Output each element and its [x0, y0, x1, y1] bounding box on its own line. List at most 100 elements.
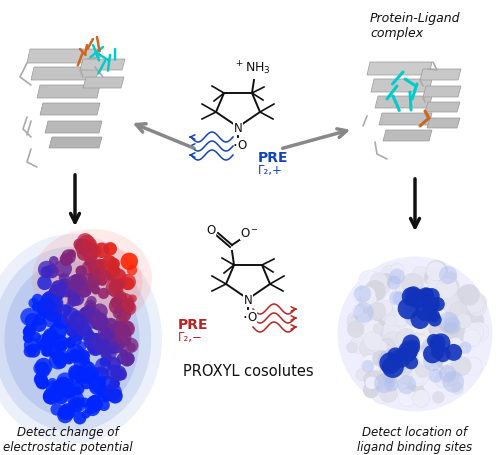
- Circle shape: [412, 389, 430, 407]
- Circle shape: [374, 288, 386, 300]
- Circle shape: [364, 370, 384, 390]
- Circle shape: [102, 346, 112, 355]
- Circle shape: [68, 365, 82, 379]
- Circle shape: [50, 404, 63, 416]
- Circle shape: [46, 297, 62, 312]
- Circle shape: [376, 342, 392, 357]
- Circle shape: [89, 376, 106, 393]
- Circle shape: [389, 291, 404, 306]
- Circle shape: [380, 273, 392, 285]
- Circle shape: [464, 357, 482, 375]
- Polygon shape: [371, 80, 432, 93]
- Circle shape: [31, 332, 41, 342]
- Circle shape: [360, 339, 380, 359]
- Polygon shape: [379, 114, 432, 126]
- Circle shape: [121, 337, 131, 347]
- Circle shape: [106, 365, 122, 381]
- Circle shape: [123, 338, 138, 353]
- Circle shape: [35, 358, 52, 375]
- Circle shape: [350, 337, 367, 354]
- Circle shape: [37, 276, 52, 290]
- Circle shape: [460, 306, 470, 316]
- Circle shape: [430, 293, 449, 311]
- Circle shape: [110, 297, 122, 308]
- Circle shape: [70, 274, 88, 292]
- Circle shape: [466, 294, 485, 313]
- Circle shape: [24, 345, 36, 358]
- Circle shape: [370, 333, 381, 344]
- Circle shape: [92, 286, 100, 295]
- Circle shape: [404, 295, 421, 312]
- Ellipse shape: [32, 229, 152, 329]
- Circle shape: [22, 326, 35, 338]
- Circle shape: [426, 262, 446, 281]
- Circle shape: [358, 293, 374, 309]
- Circle shape: [105, 267, 115, 277]
- Circle shape: [393, 292, 406, 306]
- Circle shape: [101, 345, 116, 361]
- Circle shape: [100, 328, 114, 342]
- Circle shape: [116, 353, 128, 364]
- Circle shape: [102, 321, 110, 329]
- Circle shape: [87, 319, 97, 329]
- Circle shape: [106, 281, 122, 296]
- Circle shape: [443, 294, 463, 314]
- Circle shape: [115, 278, 126, 289]
- Circle shape: [68, 280, 80, 292]
- Circle shape: [416, 300, 437, 322]
- Circle shape: [50, 322, 67, 340]
- Circle shape: [52, 381, 60, 390]
- Circle shape: [436, 356, 449, 369]
- Circle shape: [438, 312, 459, 333]
- Circle shape: [410, 310, 430, 329]
- Circle shape: [379, 339, 396, 355]
- Circle shape: [445, 344, 462, 361]
- Circle shape: [90, 265, 98, 274]
- Circle shape: [397, 369, 412, 384]
- Circle shape: [452, 356, 471, 376]
- Circle shape: [396, 345, 408, 358]
- Circle shape: [55, 352, 68, 365]
- Circle shape: [34, 362, 47, 375]
- Circle shape: [122, 301, 136, 316]
- Circle shape: [120, 349, 128, 358]
- Circle shape: [67, 391, 84, 408]
- Circle shape: [382, 322, 400, 340]
- Circle shape: [80, 244, 92, 256]
- Circle shape: [70, 314, 86, 331]
- Circle shape: [100, 338, 117, 355]
- Circle shape: [75, 239, 92, 256]
- Circle shape: [412, 267, 428, 283]
- Circle shape: [38, 299, 47, 308]
- Text: PROXYL cosolutes: PROXYL cosolutes: [182, 364, 314, 379]
- Circle shape: [54, 390, 68, 404]
- Polygon shape: [40, 104, 100, 116]
- Circle shape: [78, 235, 96, 253]
- Circle shape: [348, 321, 364, 338]
- Circle shape: [80, 398, 90, 407]
- Circle shape: [126, 343, 136, 352]
- Circle shape: [356, 313, 375, 333]
- Circle shape: [40, 303, 56, 319]
- Circle shape: [445, 310, 464, 328]
- Circle shape: [71, 274, 88, 291]
- Circle shape: [23, 333, 34, 343]
- Circle shape: [380, 384, 398, 403]
- Circle shape: [410, 276, 424, 290]
- Circle shape: [88, 272, 102, 286]
- Circle shape: [47, 378, 58, 389]
- Circle shape: [102, 337, 120, 354]
- Circle shape: [424, 269, 442, 287]
- Circle shape: [42, 345, 53, 356]
- Circle shape: [84, 300, 96, 312]
- Circle shape: [36, 364, 44, 373]
- Circle shape: [76, 368, 86, 378]
- Circle shape: [94, 243, 110, 258]
- Circle shape: [56, 373, 74, 390]
- Text: O: O: [248, 311, 256, 324]
- Circle shape: [442, 354, 460, 372]
- Circle shape: [448, 371, 460, 384]
- Circle shape: [37, 303, 51, 317]
- Circle shape: [418, 288, 434, 304]
- Circle shape: [464, 323, 484, 342]
